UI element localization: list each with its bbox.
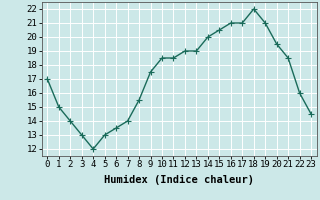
X-axis label: Humidex (Indice chaleur): Humidex (Indice chaleur) [104,175,254,185]
